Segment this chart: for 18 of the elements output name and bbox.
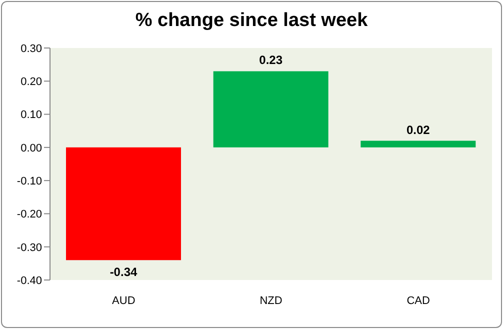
x-tick-label: NZD <box>260 294 282 307</box>
x-tick-label: AUD <box>112 294 136 307</box>
x-tick-label: CAD <box>406 294 430 307</box>
data-label: 0.23 <box>259 53 283 68</box>
bar <box>213 71 328 148</box>
bar <box>66 147 181 260</box>
chart-title: % change since last week <box>134 10 369 32</box>
y-tick-label: -0.20 <box>16 208 42 221</box>
y-tick-label: -0.30 <box>16 242 42 254</box>
y-tick-label: 0.10 <box>20 109 42 122</box>
y-tick-label: -0.40 <box>16 274 42 287</box>
y-tick-label: 0.30 <box>20 42 42 55</box>
data-label: 0.02 <box>406 122 430 137</box>
y-tick-label: -0.10 <box>16 175 42 188</box>
y-tick-label: 0.00 <box>20 142 42 154</box>
data-label: -0.34 <box>110 265 138 280</box>
y-tick-label: 0.20 <box>20 76 42 88</box>
bar <box>360 140 476 148</box>
